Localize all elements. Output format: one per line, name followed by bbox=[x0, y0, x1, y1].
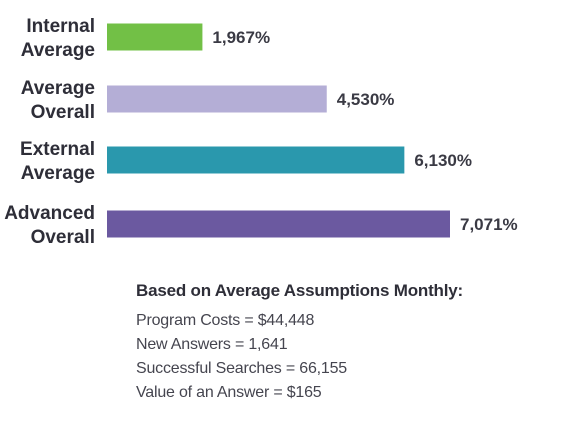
category-label-advanced-overall-line-2: Overall bbox=[31, 227, 95, 248]
assumptions-panel: Based on Average Assumptions Monthly: Pr… bbox=[136, 281, 556, 405]
category-label-external-average-line-2: Average bbox=[21, 163, 95, 184]
category-label-internal-average-line-2: Average bbox=[21, 40, 95, 61]
bar-internal-average bbox=[107, 23, 203, 51]
assumption-new-answers: New Answers = 1,641 bbox=[136, 336, 288, 353]
value-label-internal-average: 1,967% bbox=[212, 28, 270, 47]
category-label-external-average-line-1: External bbox=[20, 139, 95, 160]
bar-advanced-overall bbox=[107, 210, 450, 238]
assumption-value-of-answer: Value of an Answer = $165 bbox=[136, 384, 322, 401]
value-label-average-overall: 4,530% bbox=[337, 90, 395, 109]
assumption-program-costs: Program Costs = $44,448 bbox=[136, 312, 315, 329]
category-label-average-overall-line-1: Average bbox=[21, 78, 95, 99]
value-label-external-average: 6,130% bbox=[414, 151, 472, 170]
bar-chart: Internal Average 1,967% Average Overall 4,530… bbox=[4, 16, 518, 248]
bar-average-overall bbox=[107, 85, 327, 113]
category-label-internal-average-line-1: Internal bbox=[26, 16, 95, 37]
assumptions-heading: Based on Average Assumptions Monthly: bbox=[136, 281, 463, 300]
assumption-successful-searches: Successful Searches = 66,155 bbox=[136, 360, 347, 377]
category-label-average-overall-line-2: Overall bbox=[31, 102, 95, 123]
category-label-advanced-overall-line-1: Advanced bbox=[4, 203, 95, 224]
value-label-advanced-overall: 7,071% bbox=[460, 215, 518, 234]
bar-external-average bbox=[107, 146, 405, 174]
